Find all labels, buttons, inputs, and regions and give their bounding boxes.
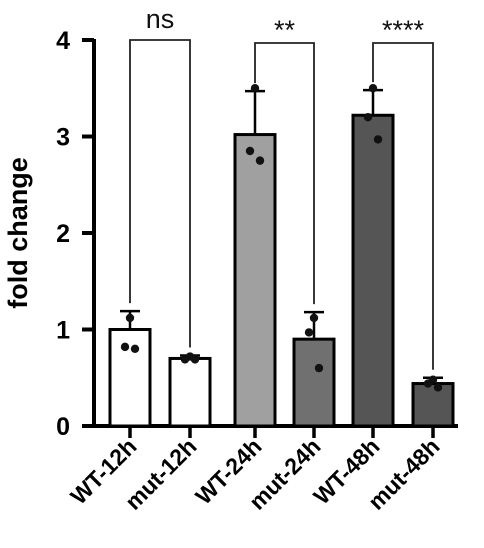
data-point <box>314 363 324 373</box>
data-point <box>373 135 383 144</box>
significance-label: **** <box>382 15 425 45</box>
data-point <box>245 146 255 156</box>
axes <box>82 38 458 438</box>
data-point <box>250 84 260 93</box>
data-point <box>433 383 443 392</box>
data-points <box>120 84 443 392</box>
bar <box>108 328 152 428</box>
y-tick-label: 3 <box>56 124 70 152</box>
bar <box>168 356 212 428</box>
error-bars <box>120 88 443 384</box>
data-point <box>309 313 319 323</box>
significance-label: ** <box>274 15 296 45</box>
y-tick-label: 0 <box>56 413 70 441</box>
data-point <box>304 328 314 337</box>
y-tick-label: 2 <box>56 220 70 248</box>
data-point <box>423 379 433 388</box>
significance-bracket <box>254 42 315 305</box>
significance-brackets <box>129 39 434 370</box>
y-tick-label: 4 <box>56 27 70 55</box>
bars <box>108 113 455 428</box>
bar <box>351 113 395 428</box>
significance-bracket <box>129 39 191 348</box>
data-point <box>180 355 190 364</box>
data-point <box>190 355 200 364</box>
bar <box>411 382 455 428</box>
y-axis-title: fold change <box>3 157 33 309</box>
bar <box>292 337 336 428</box>
bar <box>233 133 277 428</box>
data-point <box>125 313 135 323</box>
data-point <box>368 84 378 93</box>
data-point <box>363 113 373 122</box>
y-tick-label: 1 <box>56 317 70 345</box>
significance-label: ns <box>146 4 175 34</box>
data-point <box>255 156 265 165</box>
significance-bracket <box>372 42 434 370</box>
data-point <box>120 342 130 352</box>
data-point <box>130 344 140 353</box>
